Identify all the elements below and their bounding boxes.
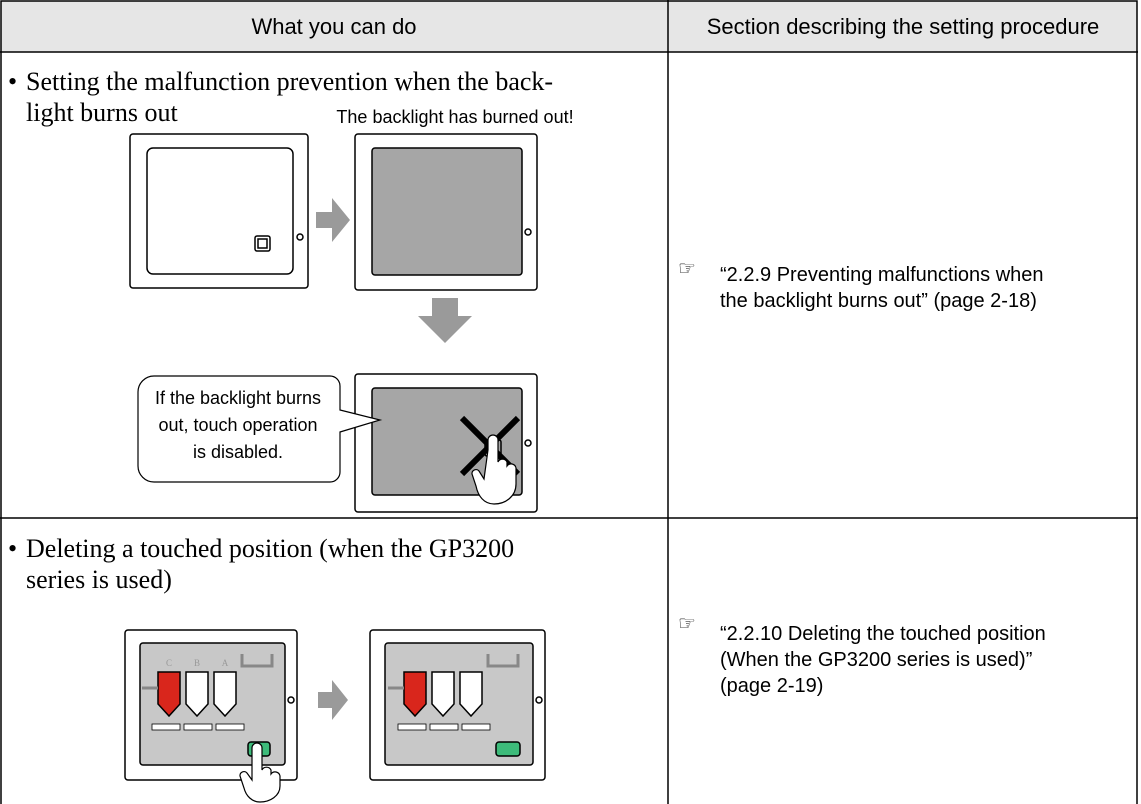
- device-panel: [129, 133, 309, 289]
- slot-label: A: [222, 658, 229, 668]
- cell-text: series is used): [26, 565, 172, 594]
- device-panel: [354, 373, 538, 513]
- arrow: [418, 298, 472, 343]
- section-text: (page 2-19): [720, 675, 823, 697]
- callout-text: If the backlight burns: [155, 388, 321, 408]
- callout: [137, 375, 383, 483]
- cell-text: light burns out: [26, 98, 178, 127]
- slot-label: C: [166, 658, 172, 668]
- callout-text: out, touch operation: [158, 415, 317, 435]
- device-panel: [124, 629, 298, 803]
- device-panel: [369, 629, 546, 781]
- arrow: [318, 680, 348, 720]
- arrow: [316, 198, 350, 242]
- slot-label: B: [194, 658, 200, 668]
- bullet: •: [8, 67, 17, 96]
- section-text: “2.2.10 Deleting the touched position: [720, 623, 1046, 645]
- cell-text: Deleting a touched position (when the GP…: [26, 534, 514, 563]
- bullet: •: [8, 534, 17, 563]
- section-text: the backlight burns out” (page 2-18): [720, 290, 1037, 312]
- device-panel: [354, 133, 538, 291]
- header-bg: [1, 1, 1137, 52]
- callout-text: is disabled.: [193, 442, 283, 462]
- header-cell: What you can do: [251, 14, 416, 39]
- header-cell: Section describing the setting procedure: [707, 14, 1100, 39]
- caption: The backlight has burned out!: [336, 107, 573, 127]
- section-text: “2.2.9 Preventing malfunctions when: [720, 264, 1044, 286]
- ref-icon: ☞: [678, 613, 696, 635]
- section-text: (When the GP3200 series is used)”: [720, 649, 1032, 671]
- ref-icon: ☞: [678, 258, 696, 280]
- cell-text: Setting the malfunction prevention when …: [26, 67, 553, 96]
